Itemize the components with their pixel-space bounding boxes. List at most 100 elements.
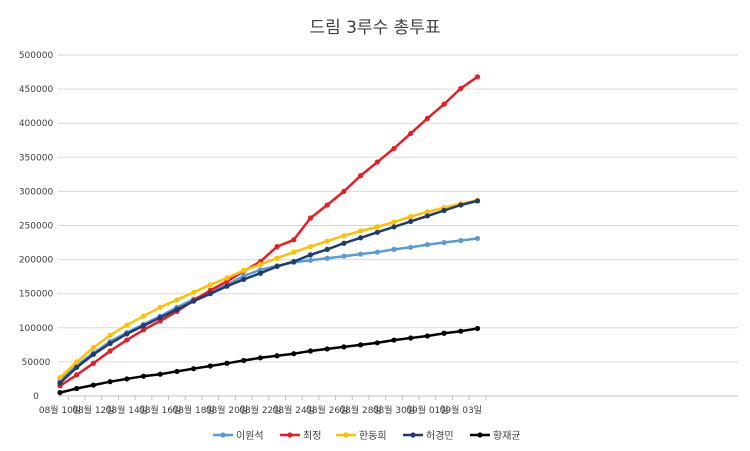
data-point: [274, 263, 280, 270]
data-point: [374, 229, 380, 235]
data-point: [191, 366, 197, 372]
data-point: [224, 283, 230, 289]
data-point: [474, 198, 481, 204]
data-point: [441, 101, 447, 107]
data-point: [358, 173, 364, 179]
axes: 0 50000 100000 150000 200000 250000 300000 3500…: [19, 51, 738, 416]
data-point: [358, 251, 364, 257]
y-tick-label: 500000: [19, 51, 54, 61]
data-point: [374, 249, 380, 255]
data-point: [107, 348, 113, 354]
y-tick-label: 100000: [19, 324, 54, 334]
legend-label: 이원석: [236, 430, 264, 442]
data-point: [424, 213, 430, 219]
data-point: [124, 376, 130, 382]
data-point: [391, 224, 397, 230]
series-group: [57, 74, 481, 396]
y-tick-label: 350000: [19, 153, 54, 163]
data-point: [324, 238, 330, 244]
data-point: [408, 130, 414, 137]
data-point: [324, 246, 330, 252]
x-tick-label: 09월 01일: [406, 404, 448, 416]
legend-item: 이원석: [213, 430, 264, 442]
data-point: [140, 323, 147, 329]
data-point: [458, 202, 464, 208]
data-point: [324, 255, 330, 261]
y-tick-label: 300000: [19, 187, 54, 197]
data-point: [424, 241, 430, 248]
data-point: [391, 246, 397, 252]
series-line: [59, 199, 478, 384]
legend-item: 최정: [280, 430, 321, 442]
x-tick-label: 08월 22일: [239, 404, 281, 416]
legend-label: 허경민: [426, 429, 454, 442]
data-point: [207, 291, 213, 297]
data-point: [57, 374, 63, 381]
data-point: [458, 237, 464, 244]
data-point: [191, 289, 197, 295]
data-point: [408, 218, 414, 225]
y-tick-label: 50000: [22, 358, 51, 368]
data-point: [424, 115, 430, 122]
data-point: [107, 332, 113, 338]
data-point: [374, 159, 380, 165]
data-point: [90, 382, 96, 388]
data-point: [341, 344, 347, 350]
data-point: [307, 252, 314, 258]
data-point: [257, 261, 263, 267]
x-tick-label: 08월 26일: [306, 404, 348, 416]
data-point: [140, 313, 147, 319]
data-point: [358, 342, 364, 348]
data-point: [140, 327, 147, 333]
data-point: [441, 239, 447, 246]
data-point: [257, 270, 263, 276]
series-황재균: [57, 325, 481, 396]
data-point: [474, 325, 481, 332]
data-point: [274, 353, 280, 359]
data-point: [391, 337, 397, 343]
data-point: [224, 275, 230, 281]
data-point: [307, 348, 314, 354]
data-point: [341, 233, 347, 239]
data-point: [157, 304, 163, 310]
data-point: [157, 371, 163, 377]
data-point: [124, 322, 130, 328]
x-tick-label: 08월 24일: [273, 404, 315, 416]
data-point: [291, 351, 297, 357]
y-tick-label: 150000: [19, 290, 54, 300]
legend-item: 한동희: [336, 430, 387, 442]
data-point: [307, 215, 314, 221]
series-한동희: [57, 197, 481, 381]
data-point: [341, 253, 347, 259]
data-point: [291, 249, 297, 255]
data-point: [74, 359, 80, 365]
data-point: [274, 255, 280, 261]
chart-title: 드림 3루수 총투표: [309, 18, 440, 38]
series-최정: [57, 74, 481, 389]
data-point: [90, 360, 96, 366]
data-point: [140, 373, 147, 379]
y-tick-label: 200000: [19, 256, 54, 266]
y-tick-label: 0: [33, 392, 39, 402]
data-point: [74, 385, 80, 392]
legend: 이원석 최정 한동희 허경민 황재균: [213, 429, 521, 442]
data-point: [291, 237, 297, 243]
data-point: [107, 379, 113, 385]
data-point: [458, 328, 464, 334]
legend-swatch-marker: [477, 432, 483, 438]
data-point: [224, 360, 230, 366]
data-point: [157, 314, 163, 321]
data-point: [241, 276, 247, 282]
y-tick-label: 450000: [19, 85, 54, 95]
data-point: [174, 368, 180, 375]
legend-label: 한동희: [359, 430, 387, 442]
x-tick-label: 08월 20일: [206, 404, 248, 416]
data-point: [474, 74, 481, 80]
data-point: [358, 228, 364, 234]
data-point: [441, 207, 447, 214]
x-tick-label: 08월 16일: [139, 404, 181, 416]
data-point: [90, 344, 96, 351]
legend-label: 최정: [303, 430, 321, 442]
